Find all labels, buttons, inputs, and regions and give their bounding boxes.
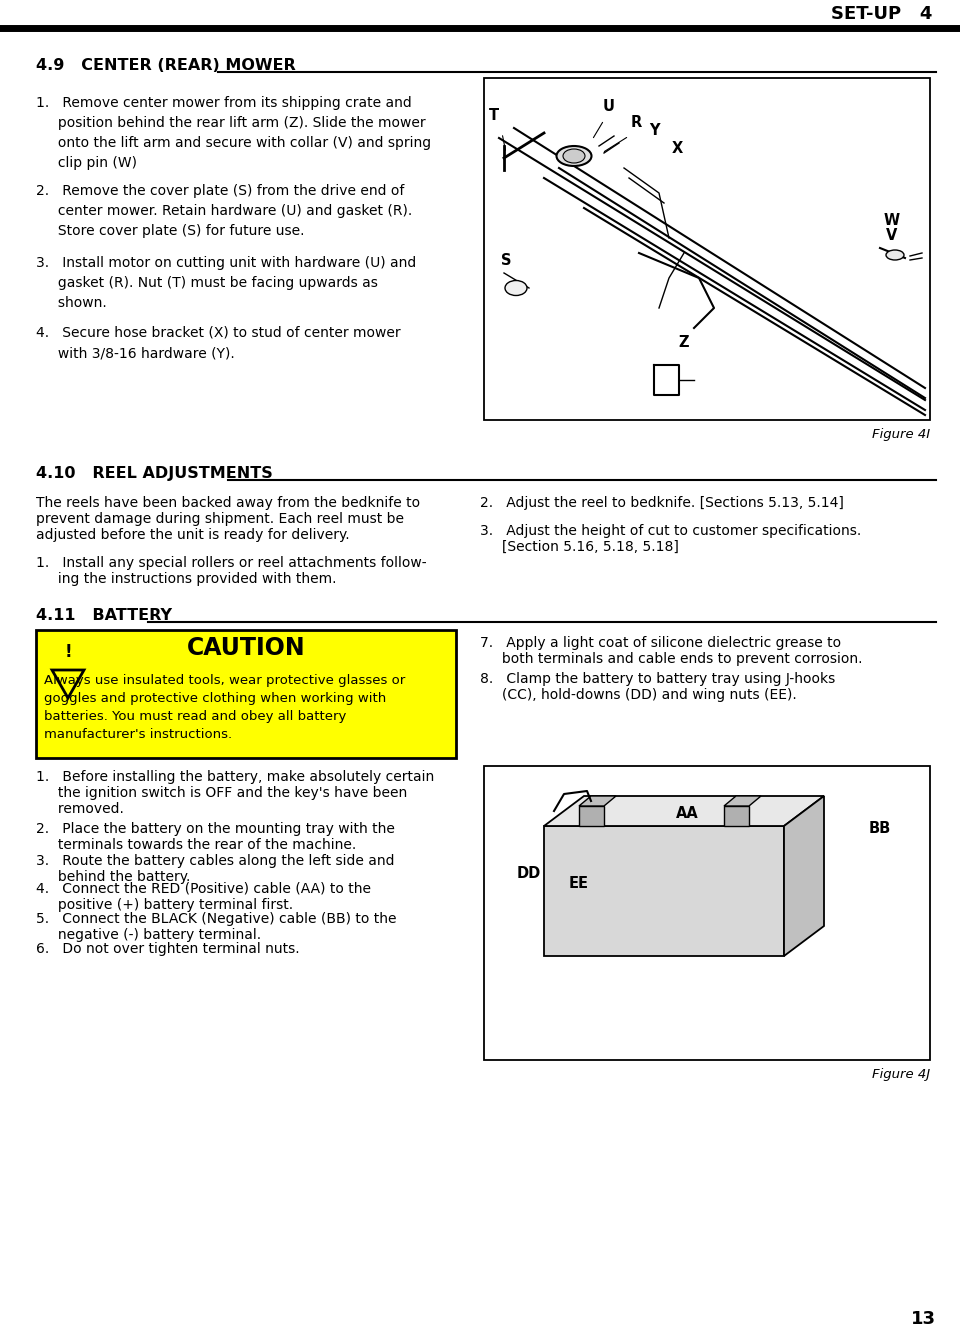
Text: AA: AA (676, 806, 698, 822)
Text: 1.   Remove center mower from its shipping crate and
     position behind the re: 1. Remove center mower from its shipping… (36, 96, 431, 170)
Text: Figure 4J: Figure 4J (872, 1067, 930, 1081)
Text: 13: 13 (911, 1311, 936, 1328)
Text: 1.   Install any special rollers or reel attachments follow-
     ing the instru: 1. Install any special rollers or reel a… (36, 556, 426, 587)
Ellipse shape (563, 150, 585, 163)
Text: 4.9   CENTER (REAR) MOWER: 4.9 CENTER (REAR) MOWER (36, 57, 296, 73)
Text: U: U (603, 99, 615, 114)
Ellipse shape (505, 281, 527, 295)
Text: Z: Z (679, 335, 689, 350)
Bar (484, 766, 930, 1059)
Text: W: W (884, 212, 900, 228)
Text: 2.   Place the battery on the mounting tray with the
     terminals towards the : 2. Place the battery on the mounting tra… (36, 822, 395, 852)
Bar (544, 826, 784, 957)
Text: BB: BB (869, 822, 891, 836)
Text: 1.   Before installing the battery, make absolutely certain
     the ignition sw: 1. Before installing the battery, make a… (36, 770, 434, 816)
Text: V: V (886, 228, 898, 243)
Text: 3.   Install motor on cutting unit with hardware (U) and
     gasket (R). Nut (T: 3. Install motor on cutting unit with ha… (36, 257, 417, 310)
Polygon shape (579, 796, 616, 806)
Polygon shape (784, 796, 824, 957)
Text: SET-UP   4: SET-UP 4 (830, 5, 932, 23)
Ellipse shape (557, 146, 591, 166)
Text: 4.11   BATTERY: 4.11 BATTERY (36, 608, 172, 623)
Bar (579, 806, 604, 826)
Ellipse shape (886, 250, 904, 261)
Text: 4.   Connect the RED (Positive) cable (AA) to the
     positive (+) battery term: 4. Connect the RED (Positive) cable (AA)… (36, 882, 371, 912)
Polygon shape (724, 796, 761, 806)
Text: EE: EE (569, 876, 589, 891)
Polygon shape (544, 796, 824, 826)
Text: T: T (489, 108, 499, 123)
Text: 5.   Connect the BLACK (Negative) cable (BB) to the
     negative (-) battery te: 5. Connect the BLACK (Negative) cable (B… (36, 912, 396, 942)
Text: Figure 4I: Figure 4I (872, 428, 930, 441)
Text: 2.   Adjust the reel to bedknife. [Sections 5.13, 5.14]: 2. Adjust the reel to bedknife. [Section… (480, 496, 844, 510)
Text: 2.   Remove the cover plate (S) from the drive end of
     center mower. Retain : 2. Remove the cover plate (S) from the d… (36, 184, 412, 238)
Bar (36, 631, 456, 758)
Text: !: ! (64, 643, 72, 661)
Text: 7.   Apply a light coat of silicone dielectric grease to
     both terminals and: 7. Apply a light coat of silicone dielec… (480, 636, 862, 667)
Text: S: S (501, 253, 512, 269)
Text: 3.   Route the battery cables along the left side and
     behind the battery.: 3. Route the battery cables along the le… (36, 854, 395, 884)
Text: DD: DD (516, 866, 541, 880)
Text: 6.   Do not over tighten terminal nuts.: 6. Do not over tighten terminal nuts. (36, 942, 300, 957)
Text: 8.   Clamp the battery to battery tray using J-hooks
     (CC), hold-downs (DD) : 8. Clamp the battery to battery tray usi… (480, 672, 835, 703)
Text: 4.10   REEL ADJUSTMENTS: 4.10 REEL ADJUSTMENTS (36, 466, 273, 481)
Polygon shape (52, 669, 84, 697)
Text: R: R (631, 115, 641, 130)
Text: 3.   Adjust the height of cut to customer specifications.
     [Section 5.16, 5.: 3. Adjust the height of cut to customer … (480, 524, 861, 554)
Bar (484, 77, 930, 420)
Text: Y: Y (649, 123, 660, 138)
Bar (724, 806, 749, 826)
Text: X: X (671, 142, 683, 156)
Text: The reels have been backed away from the bedknife to
prevent damage during shipm: The reels have been backed away from the… (36, 496, 420, 542)
Text: Always use insulated tools, wear protective glasses or
goggles and protective cl: Always use insulated tools, wear protect… (44, 673, 405, 741)
Text: 4.   Secure hose bracket (X) to stud of center mower
     with 3/8-16 hardware (: 4. Secure hose bracket (X) to stud of ce… (36, 326, 400, 359)
Text: CAUTION: CAUTION (186, 636, 305, 660)
